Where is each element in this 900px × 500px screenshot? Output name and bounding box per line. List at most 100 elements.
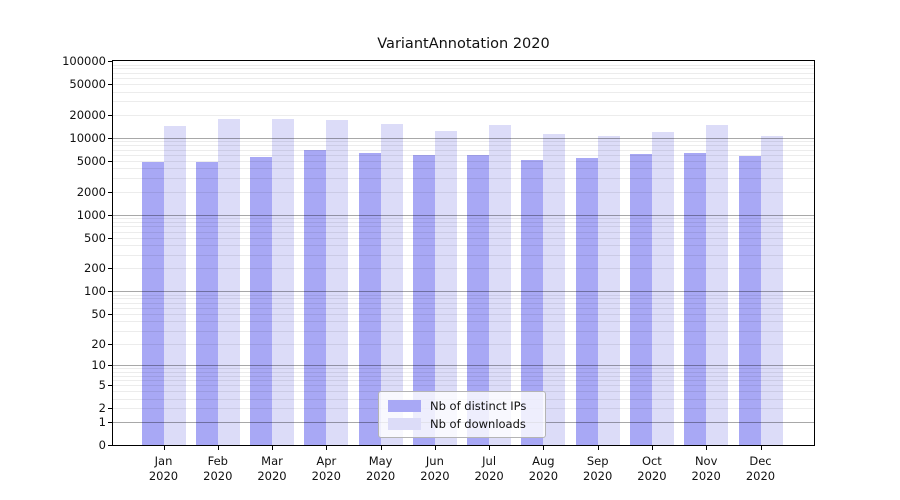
- bar-downloads-jan: [163, 126, 186, 445]
- bar-ips-feb: [195, 161, 218, 445]
- gridline-minor: [113, 245, 814, 247]
- bar-downloads-mar: [272, 119, 294, 445]
- gridline-major: [113, 137, 814, 139]
- x-tick-mark: [434, 446, 436, 450]
- bar-ips-jun: [412, 155, 435, 445]
- gridline-minor: [113, 237, 814, 239]
- x-tick-month: Oct: [641, 454, 662, 468]
- gridline-major: [113, 291, 814, 293]
- bar-ips-jul: [467, 155, 490, 445]
- chart-title: VariantAnnotation 2020: [377, 36, 550, 52]
- x-tick-label-jul: Jul 2020: [461, 454, 517, 484]
- y-tick-mark: [108, 385, 112, 387]
- x-tick-year: 2020: [365, 469, 396, 483]
- gridline-minor: [113, 375, 814, 377]
- x-tick-mark: [651, 446, 653, 450]
- x-tick-month: Dec: [749, 454, 772, 468]
- x-tick-mark: [163, 446, 165, 450]
- y-tick-label: 1: [98, 414, 106, 429]
- y-tick-mark: [108, 445, 112, 446]
- legend-swatch-downloads: [388, 417, 421, 430]
- x-tick-label-oct: Oct 2020: [624, 454, 680, 484]
- x-tick-month: Mar: [261, 454, 283, 468]
- bar-downloads-jul: [489, 125, 512, 445]
- bar-downloads-aug: [543, 133, 566, 445]
- bar-downloads-feb: [217, 118, 240, 445]
- x-tick-label-may: May 2020: [353, 454, 409, 484]
- x-tick-label-aug: Aug 2020: [515, 454, 571, 484]
- x-tick-year: 2020: [203, 469, 233, 483]
- bar-downloads-dec: [760, 135, 783, 445]
- y-tick-mark: [108, 291, 112, 293]
- legend: Nb of distinct IPs Nb of downloads: [378, 391, 546, 438]
- gridline-minor: [113, 78, 814, 79]
- legend-item-downloads: Nb of downloads: [379, 417, 545, 431]
- x-tick-year: 2020: [528, 469, 559, 483]
- x-tick-mark: [760, 446, 762, 450]
- bar-downloads-may: [380, 124, 403, 445]
- y-tick-label: 2: [98, 401, 106, 416]
- gridline-minor: [113, 268, 814, 270]
- gridline-major: [113, 365, 814, 366]
- y-tick-mark: [108, 84, 112, 86]
- y-tick-label: 2000: [76, 184, 106, 199]
- gridline-minor: [113, 321, 814, 323]
- x-tick-year: 2020: [691, 469, 721, 483]
- x-tick-label-apr: Apr 2020: [298, 454, 354, 484]
- bar-ips-may: [358, 152, 381, 445]
- bar-ips-dec: [738, 156, 761, 445]
- gridline-minor: [113, 91, 814, 93]
- y-tick-label: 20: [91, 336, 106, 351]
- x-tick-month: Feb: [207, 454, 228, 468]
- gridline-minor: [113, 114, 814, 116]
- gridline-minor: [113, 330, 814, 332]
- y-tick-label: 50: [91, 306, 106, 321]
- gridline-minor: [113, 222, 814, 223]
- gridline-minor: [113, 231, 814, 233]
- y-tick-mark: [108, 114, 112, 116]
- gridline-minor: [113, 343, 814, 345]
- y-tick-mark: [108, 408, 112, 410]
- x-tick-mark: [706, 446, 708, 450]
- y-tick-label: 50000: [69, 77, 106, 92]
- gridline-minor: [113, 380, 814, 382]
- bar-downloads-nov: [706, 125, 729, 445]
- gridline-minor: [113, 64, 814, 66]
- x-tick-year: 2020: [257, 469, 287, 483]
- x-tick-mark: [489, 446, 491, 450]
- y-tick-mark: [108, 343, 112, 345]
- y-tick-mark: [108, 137, 112, 139]
- gridline-minor: [113, 294, 814, 296]
- gridline-minor: [113, 254, 814, 256]
- x-tick-month: Aug: [532, 454, 555, 468]
- x-tick-mark: [326, 446, 328, 450]
- gridline-minor: [113, 145, 814, 147]
- bar-ips-jan: [141, 161, 164, 445]
- x-tick-year: 2020: [311, 469, 341, 483]
- gridline-minor: [113, 298, 814, 300]
- x-tick-month: Apr: [316, 454, 337, 468]
- gridline-minor: [113, 302, 814, 304]
- x-tick-month: Jan: [154, 454, 173, 468]
- bar-ips-sep: [575, 157, 598, 445]
- x-tick-label-nov: Nov 2020: [678, 454, 734, 484]
- bar-downloads-oct: [651, 131, 674, 445]
- bars-layer: [113, 61, 814, 445]
- y-tick-label: 200: [84, 261, 106, 276]
- gridline-minor: [113, 371, 814, 373]
- y-tick-label: 100: [84, 284, 106, 299]
- gridline-minor: [113, 385, 814, 387]
- gridline-minor: [113, 368, 814, 370]
- x-tick-month: Sep: [586, 454, 609, 468]
- x-tick-month: Nov: [694, 454, 718, 468]
- gridline-minor: [113, 68, 814, 70]
- y-tick-label: 1000: [76, 207, 106, 222]
- bar-ips-oct: [629, 153, 652, 445]
- y-tick-label: 500: [84, 230, 106, 245]
- x-tick-year: 2020: [583, 469, 613, 483]
- gridline-minor: [113, 84, 814, 86]
- y-tick-mark: [108, 365, 112, 366]
- y-tick-mark: [108, 191, 112, 193]
- x-tick-mark: [380, 446, 382, 450]
